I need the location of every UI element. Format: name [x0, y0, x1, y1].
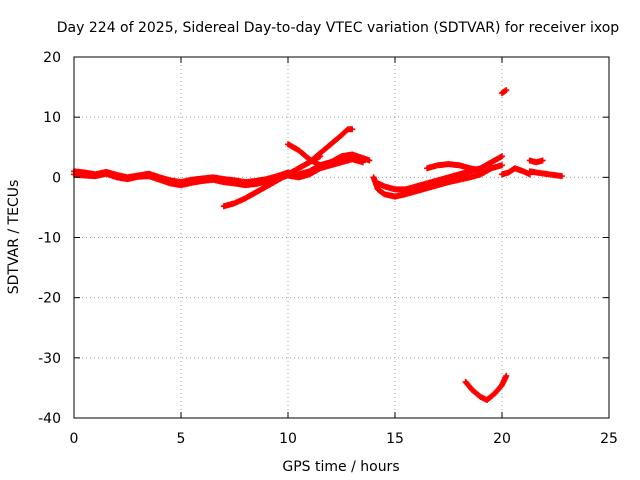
- data-point: [499, 162, 505, 169]
- data-point: [349, 126, 356, 133]
- y-tick-label: 0: [52, 170, 61, 186]
- y-tick-label: -30: [38, 351, 61, 367]
- data-point: [503, 372, 510, 379]
- data-point: [503, 87, 510, 94]
- data-point: [366, 157, 373, 164]
- axis-ticks: 0 5 10 15 20 25 -40 -30 -20 -10 0 10 20: [38, 50, 618, 447]
- y-tick-label: 10: [43, 110, 61, 126]
- x-tick-label: 10: [279, 431, 297, 447]
- x-tick-label: 25: [600, 431, 618, 447]
- y-tick-label: 20: [43, 50, 61, 66]
- chart-title: Day 224 of 2025, Sidereal Day-to-day VTE…: [57, 20, 620, 36]
- grid: [74, 57, 609, 418]
- x-tick-label: 15: [386, 431, 404, 447]
- y-tick-label: -20: [38, 291, 61, 307]
- data-point: [558, 173, 565, 180]
- data-point: [539, 157, 546, 164]
- y-tick-label: -40: [38, 411, 61, 427]
- data-point: [499, 153, 505, 160]
- x-tick-label: 5: [177, 431, 186, 447]
- y-axis-label: SDTVAR / TECUs: [6, 180, 22, 295]
- y-tick-label: -10: [38, 231, 61, 247]
- data-point: [477, 167, 484, 174]
- x-tick-label: 0: [70, 431, 79, 447]
- x-axis-label: GPS time / hours: [282, 459, 399, 475]
- data-points: [71, 87, 565, 403]
- x-tick-label: 20: [493, 431, 511, 447]
